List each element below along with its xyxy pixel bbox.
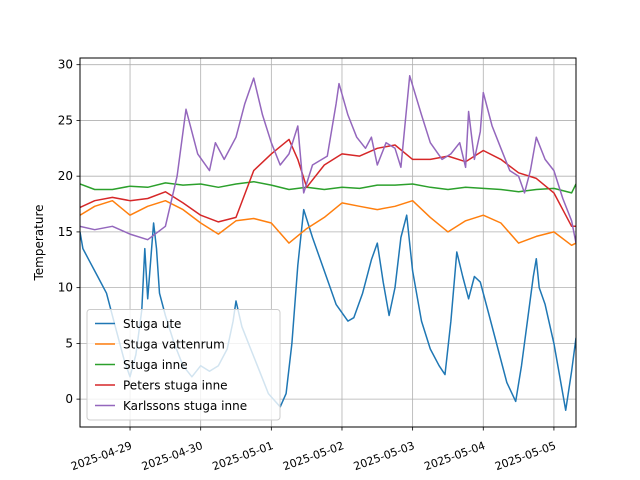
y-tick-label: 25 (58, 113, 73, 127)
series-line-karlssons-stuga-inne (80, 75, 576, 244)
y-tick-label: 30 (58, 58, 73, 72)
series-lines (80, 75, 576, 412)
plot-frame (79, 57, 577, 428)
legend-label: Stuga vattenrum (123, 338, 225, 352)
legend-label: Karlssons stuga inne (123, 399, 247, 413)
legend-label: Stuga inne (123, 358, 188, 372)
y-tick-label: 5 (65, 336, 73, 350)
y-tick-label: 15 (58, 225, 73, 239)
y-axis-label: Temperature (32, 204, 46, 281)
legend: Stuga ute Stuga vattenrum Stuga inne Peters… (86, 309, 281, 421)
series-line-stuga-ute (80, 208, 576, 412)
series-line-peters-stuga-inne (80, 138, 576, 228)
legend-label: Peters stuga inne (123, 379, 228, 393)
legend-box (86, 309, 281, 421)
legend-label: Stuga ute (123, 317, 181, 331)
y-tick-label: 10 (58, 281, 73, 295)
y-tick-label: 0 (65, 392, 73, 406)
y-tick-label: 20 (58, 169, 73, 183)
series-line-stuga-vattenrum (80, 199, 576, 247)
series-line-stuga-inne (80, 180, 576, 194)
